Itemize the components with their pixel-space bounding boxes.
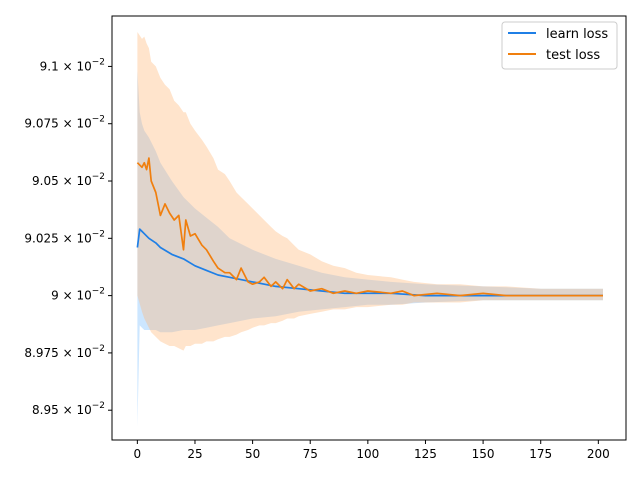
x-tick-label: 75 — [303, 447, 318, 461]
y-tick-label: 9.025 × 10−2 — [24, 229, 105, 245]
series-line-test — [136, 157, 603, 297]
x-tick-label: 100 — [356, 447, 379, 461]
y-tick-label: 9.075 × 10−2 — [24, 115, 105, 131]
confidence-bands — [137, 32, 603, 427]
legend: learn loss test loss — [501, 21, 618, 70]
band-test — [137, 32, 603, 351]
y-axis: 8.95 × 10−2 8.975 × 10−2 9 × 10−2 9.025 × 1… — [24, 57, 112, 417]
series-lines — [136, 157, 603, 297]
x-tick-label: 25 — [187, 447, 202, 461]
legend-label-learn: learn loss — [546, 27, 608, 42]
x-tick-label: 150 — [472, 447, 495, 461]
y-tick-label: 9.1 × 10−2 — [40, 57, 105, 73]
x-tick-label: 200 — [587, 447, 610, 461]
series-line-learn — [136, 228, 603, 297]
x-tick-label: 125 — [414, 447, 437, 461]
y-tick-label: 9.05 × 10−2 — [32, 172, 105, 188]
legend-label-test: test loss — [546, 48, 600, 63]
band-learn — [137, 71, 603, 427]
plot-frame — [111, 15, 627, 441]
x-tick-label: 50 — [245, 447, 260, 461]
x-tick-label: 175 — [529, 447, 552, 461]
y-tick-label: 9 × 10−2 — [51, 287, 105, 303]
y-tick-label: 8.95 × 10−2 — [32, 401, 105, 417]
x-tick-label: 0 — [134, 447, 142, 461]
x-axis: 0 25 50 75 100 125 150 175 200 — [134, 440, 610, 461]
y-tick-label: 8.975 × 10−2 — [24, 344, 105, 360]
